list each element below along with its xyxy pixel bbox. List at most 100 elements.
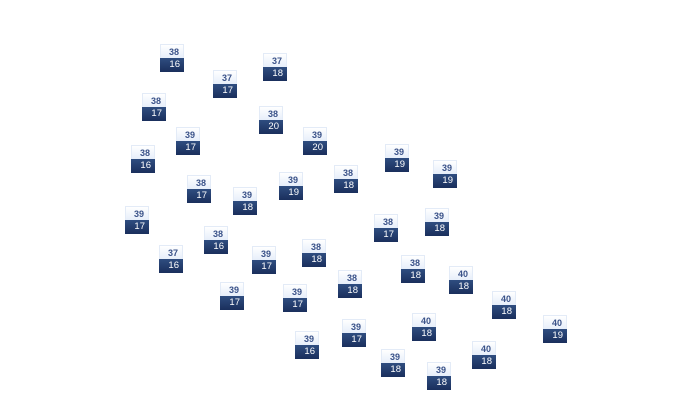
low-temperature: 18: [338, 284, 362, 298]
temperature-marker[interactable]: 39 19: [385, 144, 409, 172]
high-temperature: 40: [543, 315, 567, 329]
temperature-marker[interactable]: 40 19: [543, 315, 567, 343]
temperature-marker[interactable]: 39 17: [252, 246, 276, 274]
high-temperature: 38: [374, 214, 398, 228]
high-temperature: 40: [412, 313, 436, 327]
low-temperature: 17: [283, 298, 307, 312]
low-temperature: 17: [374, 228, 398, 242]
temperature-marker[interactable]: 38 16: [204, 226, 228, 254]
high-temperature: 37: [263, 53, 287, 67]
temperature-marker[interactable]: 39 18: [233, 187, 257, 215]
temperature-marker[interactable]: 39 16: [295, 331, 319, 359]
temperature-marker[interactable]: 40 18: [472, 341, 496, 369]
high-temperature: 38: [131, 145, 155, 159]
high-temperature: 38: [142, 93, 166, 107]
low-temperature: 18: [425, 222, 449, 236]
high-temperature: 39: [295, 331, 319, 345]
low-temperature: 19: [543, 329, 567, 343]
high-temperature: 38: [334, 165, 358, 179]
low-temperature: 20: [303, 141, 327, 155]
temperature-marker[interactable]: 39 18: [425, 208, 449, 236]
high-temperature: 39: [176, 127, 200, 141]
low-temperature: 18: [472, 355, 496, 369]
temperature-marker[interactable]: 38 17: [142, 93, 166, 121]
temperature-marker[interactable]: 38 18: [334, 165, 358, 193]
high-temperature: 40: [472, 341, 496, 355]
high-temperature: 39: [427, 362, 451, 376]
temperature-marker[interactable]: 40 18: [449, 266, 473, 294]
low-temperature: 18: [412, 327, 436, 341]
high-temperature: 39: [303, 127, 327, 141]
temperature-marker[interactable]: 40 18: [412, 313, 436, 341]
low-temperature: 20: [259, 120, 283, 134]
temperature-marker[interactable]: 38 17: [187, 175, 211, 203]
temperature-marker[interactable]: 38 16: [131, 145, 155, 173]
high-temperature: 39: [342, 319, 366, 333]
low-temperature: 18: [381, 363, 405, 377]
low-temperature: 19: [279, 186, 303, 200]
low-temperature: 19: [385, 158, 409, 172]
temperature-marker[interactable]: 39 18: [427, 362, 451, 390]
temperature-marker[interactable]: 40 18: [492, 291, 516, 319]
low-temperature: 18: [334, 179, 358, 193]
temperature-marker[interactable]: 39 18: [381, 349, 405, 377]
low-temperature: 18: [401, 269, 425, 283]
high-temperature: 38: [302, 239, 326, 253]
temperature-marker[interactable]: 39 17: [342, 319, 366, 347]
high-temperature: 39: [279, 172, 303, 186]
temperature-marker[interactable]: 39 19: [279, 172, 303, 200]
temperature-marker[interactable]: 38 18: [338, 270, 362, 298]
low-temperature: 18: [302, 253, 326, 267]
temperature-marker[interactable]: 39 19: [433, 160, 457, 188]
temperature-marker[interactable]: 38 20: [259, 106, 283, 134]
high-temperature: 39: [433, 160, 457, 174]
low-temperature: 18: [233, 201, 257, 215]
high-temperature: 37: [213, 70, 237, 84]
high-temperature: 39: [283, 284, 307, 298]
high-temperature: 39: [385, 144, 409, 158]
high-temperature: 38: [259, 106, 283, 120]
low-temperature: 17: [213, 84, 237, 98]
low-temperature: 17: [142, 107, 166, 121]
high-temperature: 40: [492, 291, 516, 305]
low-temperature: 17: [342, 333, 366, 347]
temperature-marker[interactable]: 37 17: [213, 70, 237, 98]
temperature-marker[interactable]: 39 20: [303, 127, 327, 155]
low-temperature: 17: [125, 220, 149, 234]
low-temperature: 16: [131, 159, 155, 173]
low-temperature: 16: [159, 259, 183, 273]
high-temperature: 38: [204, 226, 228, 240]
low-temperature: 16: [204, 240, 228, 254]
low-temperature: 16: [295, 345, 319, 359]
high-temperature: 38: [338, 270, 362, 284]
temperature-marker[interactable]: 39 17: [283, 284, 307, 312]
low-temperature: 17: [187, 189, 211, 203]
temperature-marker[interactable]: 39 17: [176, 127, 200, 155]
low-temperature: 18: [492, 305, 516, 319]
temperature-marker[interactable]: 38 17: [374, 214, 398, 242]
temperature-marker[interactable]: 38 18: [401, 255, 425, 283]
temperature-marker[interactable]: 39 17: [125, 206, 149, 234]
low-temperature: 18: [427, 376, 451, 390]
high-temperature: 39: [233, 187, 257, 201]
low-temperature: 17: [252, 260, 276, 274]
temperature-marker[interactable]: 38 16: [160, 44, 184, 72]
high-temperature: 38: [160, 44, 184, 58]
low-temperature: 17: [220, 296, 244, 310]
low-temperature: 18: [449, 280, 473, 294]
low-temperature: 17: [176, 141, 200, 155]
low-temperature: 16: [160, 58, 184, 72]
high-temperature: 40: [449, 266, 473, 280]
high-temperature: 37: [159, 245, 183, 259]
high-temperature: 39: [125, 206, 149, 220]
high-temperature: 39: [425, 208, 449, 222]
temperature-marker[interactable]: 37 16: [159, 245, 183, 273]
low-temperature: 18: [263, 67, 287, 81]
temperature-marker[interactable]: 37 18: [263, 53, 287, 81]
high-temperature: 38: [401, 255, 425, 269]
high-temperature: 39: [252, 246, 276, 260]
temperature-marker[interactable]: 38 18: [302, 239, 326, 267]
temperature-marker[interactable]: 39 17: [220, 282, 244, 310]
high-temperature: 39: [381, 349, 405, 363]
